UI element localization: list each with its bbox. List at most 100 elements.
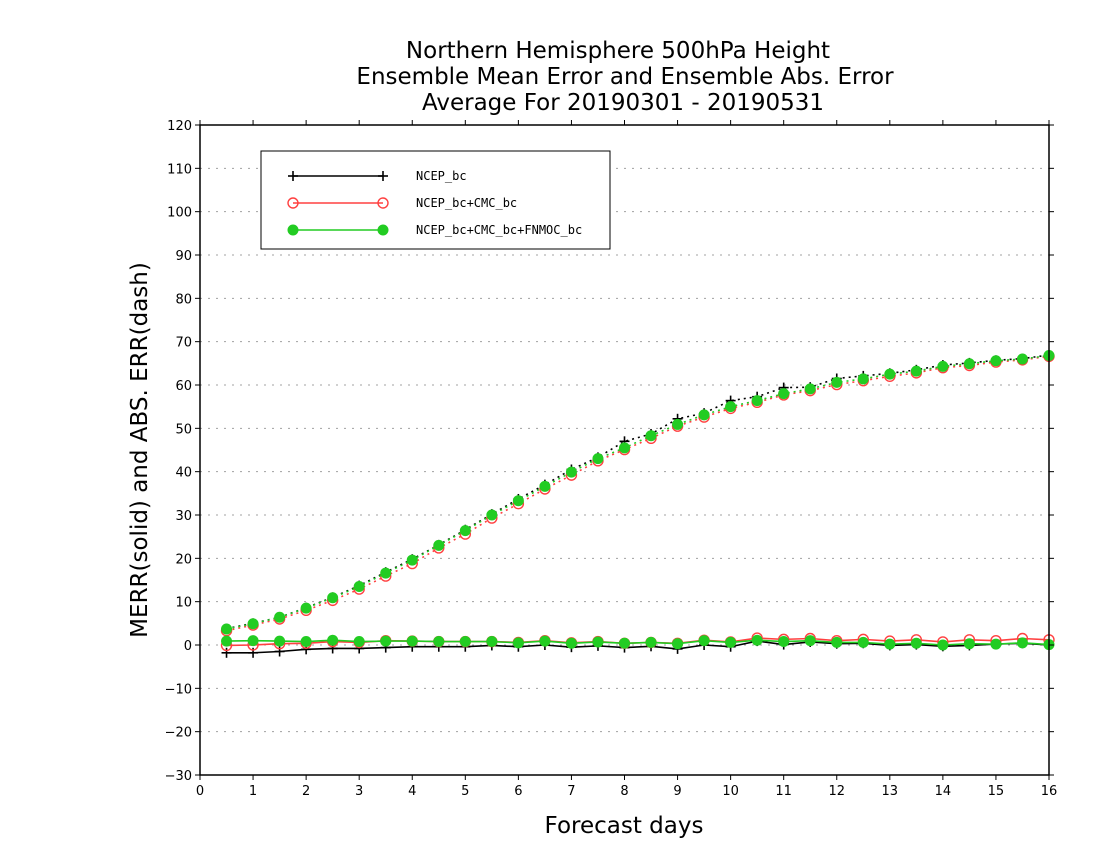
filled-circle-marker [380, 635, 392, 647]
x-tick-label: 11 [775, 784, 792, 799]
filled-circle-marker [619, 637, 630, 649]
plot-frame [199, 124, 1050, 776]
filled-circle-marker [884, 368, 896, 380]
y-tick-label: 90 [175, 249, 192, 264]
filled-circle-marker [857, 636, 869, 648]
filled-circle-marker [486, 636, 498, 648]
y-tick-label: 110 [167, 162, 192, 177]
filled-circle-marker [963, 358, 975, 370]
filled-circle-marker [672, 418, 684, 430]
plus-marker [221, 647, 232, 658]
filled-circle-marker [937, 639, 949, 651]
x-tick-label: 15 [988, 784, 1005, 799]
x-tick-label: 6 [514, 784, 522, 799]
filled-circle-marker [592, 453, 604, 465]
plus-marker [378, 171, 388, 181]
x-tick-label: 4 [408, 784, 416, 799]
filled-circle-marker [353, 636, 365, 648]
filled-circle-marker [512, 495, 524, 507]
series-1 [220, 350, 1055, 652]
filled-circle-marker [831, 636, 843, 648]
filled-circle-marker [274, 611, 286, 623]
x-tick-label: 5 [461, 784, 469, 799]
filled-circle-marker [406, 635, 418, 647]
filled-circle-marker [247, 635, 259, 647]
filled-circle-marker [884, 638, 896, 650]
filled-circle-marker [433, 636, 445, 648]
filled-circle-marker [1016, 637, 1028, 649]
filled-circle-marker [539, 635, 551, 647]
filled-circle-marker [300, 602, 312, 614]
filled-circle-marker [486, 509, 498, 521]
y-tick-label: 100 [167, 206, 192, 221]
legend-entry: NCEP_bc+CMC_bc [287, 196, 517, 210]
filled-circle-marker [937, 360, 949, 372]
x-tick-label: 14 [935, 784, 952, 799]
filled-circle-marker [645, 430, 657, 442]
x-tick-label: 3 [355, 784, 363, 799]
filled-circle-marker [725, 401, 737, 413]
abs-err-line [226, 354, 1050, 630]
filled-circle-marker [698, 635, 710, 647]
plot-series [220, 350, 1055, 658]
filled-circle-marker [804, 635, 816, 647]
filled-circle-marker [433, 539, 445, 551]
plus-marker [288, 171, 298, 181]
y-tick-label: 50 [175, 422, 192, 437]
title-line-1: Northern Hemisphere 500hPa Height [406, 38, 830, 64]
filled-circle-marker [592, 636, 604, 648]
legend: NCEP_bc NCEP_bc+CMC_bc NCEP_bc+CMC_bc+FNMO… [260, 150, 611, 250]
filled-circle-marker [619, 442, 630, 454]
filled-circle-marker [645, 636, 657, 648]
filled-circle-marker [910, 365, 922, 377]
filled-circle-marker [512, 637, 524, 649]
filled-circle-marker [459, 636, 471, 648]
filled-circle-marker [804, 383, 816, 395]
open-circle-marker [377, 197, 389, 209]
y-tick-label: 20 [175, 552, 192, 567]
series-2 [221, 350, 1055, 651]
abs-err-line [226, 354, 1050, 630]
x-axis-label: Forecast days [545, 813, 704, 839]
filled-circle-marker [221, 623, 233, 635]
filled-circle-marker [221, 635, 233, 647]
x-tick-label: 12 [828, 784, 845, 799]
filled-circle-marker [353, 581, 365, 592]
y-tick-label: 120 [167, 119, 192, 134]
x-tick-label: 16 [1041, 784, 1058, 799]
filled-circle-marker [274, 635, 286, 647]
y-tick-label: −30 [165, 769, 192, 784]
open-circle-marker [287, 197, 299, 209]
filled-circle-marker [778, 636, 790, 648]
filled-circle-marker [963, 638, 975, 650]
filled-circle-marker [751, 395, 763, 407]
filled-circle-marker [247, 618, 259, 630]
x-tick-label: 8 [620, 784, 628, 799]
legend-label: NCEP_bc+CMC_bc+FNMOC_bc [416, 223, 582, 237]
x-tick-label: 2 [302, 784, 310, 799]
x-tick-label: 1 [249, 784, 257, 799]
filled-circle-marker [831, 376, 843, 388]
y-tick-label: −10 [165, 682, 192, 697]
filled-circle-marker [1016, 353, 1028, 365]
y-tick-label: 30 [175, 509, 192, 524]
legend-box [260, 150, 611, 250]
filled-circle-marker [539, 480, 551, 492]
filled-circle-marker [287, 224, 299, 236]
filled-circle-marker [778, 388, 790, 400]
filled-circle-marker [725, 636, 737, 648]
y-axis-label: MERR(solid) and ABS. ERR(dash) [127, 262, 153, 638]
y-tick-label: 60 [175, 379, 192, 394]
title-line-2: Ensemble Mean Error and Ensemble Abs. Er… [356, 64, 894, 90]
filled-circle-marker [300, 636, 312, 648]
chart-title: Northern Hemisphere 500hPa Height Ensemb… [356, 38, 894, 116]
filled-circle-marker [990, 638, 1002, 650]
x-tick-label: 0 [196, 784, 204, 799]
filled-circle-marker [857, 373, 869, 385]
filled-circle-marker [990, 355, 1002, 367]
x-tick-label: 7 [567, 784, 575, 799]
legend-entry: NCEP_bc+CMC_bc+FNMOC_bc [287, 223, 582, 237]
abs-err-line [226, 355, 1050, 632]
